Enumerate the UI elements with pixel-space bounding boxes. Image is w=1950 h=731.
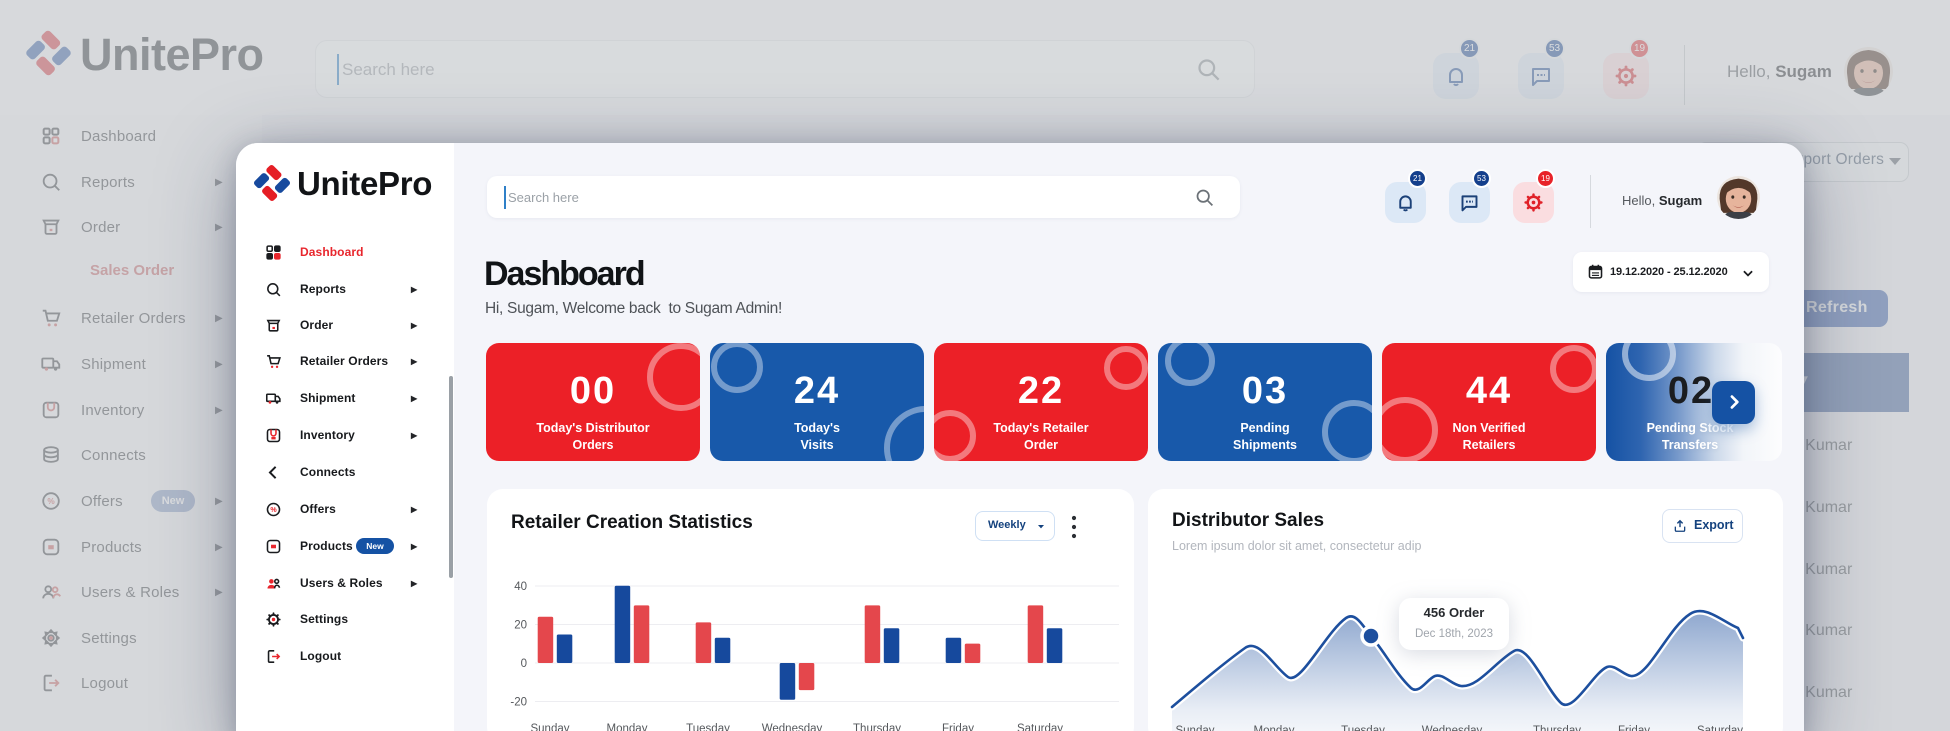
- svg-text:Monday: Monday: [1254, 725, 1295, 731]
- svg-text:Saturday: Saturday: [1697, 725, 1743, 731]
- svg-text:%: %: [270, 505, 277, 513]
- svg-text:Thursday: Thursday: [853, 723, 901, 731]
- svg-text:Monday: Monday: [607, 723, 648, 731]
- svg-text:Sunday: Sunday: [1175, 725, 1214, 731]
- svg-text:40: 40: [514, 581, 527, 593]
- svg-text:Thursday: Thursday: [1533, 725, 1581, 731]
- svg-text:Dec 18th, 2023: Dec 18th, 2023: [1415, 628, 1493, 640]
- svg-text:0: 0: [521, 658, 527, 670]
- svg-text:Wednesday: Wednesday: [762, 723, 823, 731]
- svg-text:20: 20: [514, 620, 527, 632]
- svg-text:Friday: Friday: [942, 723, 974, 731]
- svg-text:Friday: Friday: [1618, 725, 1650, 731]
- svg-text:Wednesday: Wednesday: [1422, 725, 1483, 731]
- svg-text:Sunday: Sunday: [530, 723, 569, 731]
- svg-text:Tuesday: Tuesday: [686, 723, 730, 731]
- svg-text:Tuesday: Tuesday: [1341, 725, 1385, 731]
- svg-text:-20: -20: [510, 697, 527, 709]
- svg-text:456 Order: 456 Order: [1424, 605, 1485, 620]
- svg-text:Saturday: Saturday: [1017, 723, 1063, 731]
